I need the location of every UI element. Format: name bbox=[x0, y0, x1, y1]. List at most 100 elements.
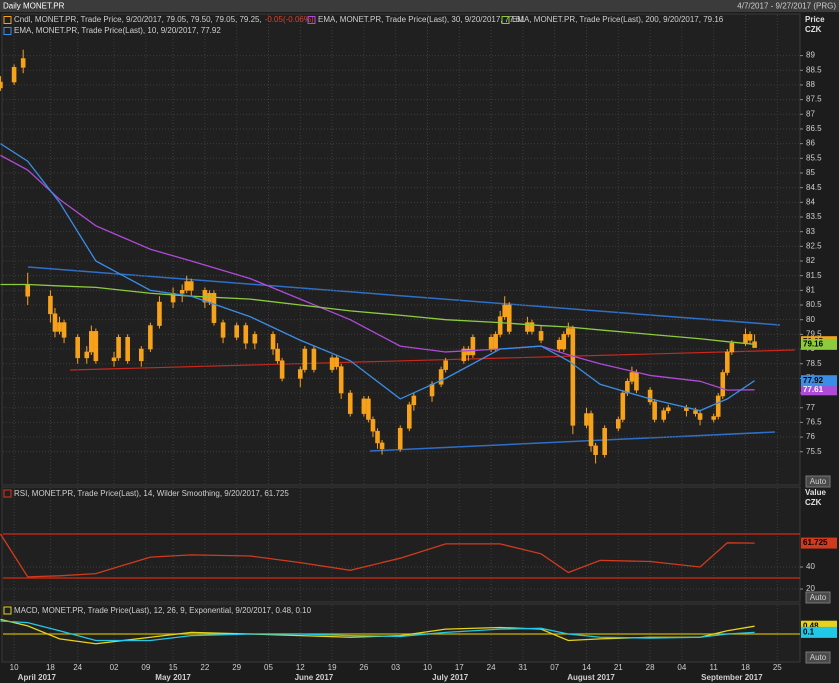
value-tag-label: 77.92 bbox=[803, 376, 824, 385]
legend-icon bbox=[3, 27, 12, 35]
x-tick-label: 02 bbox=[110, 663, 119, 672]
x-tick-label: 14 bbox=[582, 663, 591, 672]
candle-body bbox=[220, 322, 226, 338]
axis-label: CZK bbox=[805, 25, 822, 34]
candle-body bbox=[588, 413, 594, 447]
x-tick-label: 18 bbox=[46, 663, 55, 672]
value-tag bbox=[801, 620, 837, 632]
value-tag-label: 0.1 bbox=[803, 627, 815, 636]
legend-label: MACD, MONET.PR, Trade Price(Last), 12, 2… bbox=[14, 606, 312, 615]
candle-body bbox=[438, 369, 444, 385]
y-tick-label: 85 bbox=[806, 168, 815, 177]
candle-body bbox=[252, 334, 258, 344]
candle-body bbox=[0, 81, 3, 89]
value-tag bbox=[801, 338, 837, 350]
y-tick-label: 88.5 bbox=[806, 65, 822, 74]
y-tick-label: 76 bbox=[806, 432, 815, 441]
auto-button[interactable] bbox=[805, 651, 831, 664]
candle-body bbox=[502, 304, 508, 318]
value-tag-label: 0.48 bbox=[803, 621, 819, 630]
axis-label: Value bbox=[805, 488, 826, 497]
y-tick-label: 40 bbox=[806, 562, 815, 571]
y-tick-label: 84 bbox=[806, 197, 815, 206]
month-label: June 2017 bbox=[295, 673, 334, 682]
candle-body bbox=[729, 342, 735, 353]
candle-body bbox=[297, 369, 303, 379]
auto-button-label[interactable]: Auto bbox=[810, 477, 827, 486]
month-label: September 2017 bbox=[701, 673, 763, 682]
legend-icon bbox=[3, 606, 12, 615]
auto-button[interactable] bbox=[805, 475, 831, 488]
x-tick-label: 05 bbox=[264, 663, 273, 672]
y-tick-label: 82 bbox=[806, 256, 815, 265]
candle-body bbox=[370, 419, 376, 432]
x-tick-label: 31 bbox=[518, 663, 527, 672]
candle-body bbox=[711, 416, 716, 420]
candle-body bbox=[148, 325, 153, 350]
candle-body bbox=[116, 336, 121, 359]
candle-body bbox=[647, 389, 653, 403]
x-tick-label: 07 bbox=[550, 663, 559, 672]
series-line bbox=[0, 620, 755, 642]
candle-body bbox=[556, 339, 562, 350]
auto-button[interactable] bbox=[805, 591, 831, 604]
series-line bbox=[0, 533, 755, 578]
candle-body bbox=[188, 281, 194, 291]
candle-body bbox=[747, 334, 753, 341]
x-tick-label: 11 bbox=[710, 663, 719, 672]
candle-body bbox=[615, 419, 621, 429]
x-tick-label: 25 bbox=[773, 663, 782, 672]
macd-panel bbox=[1, 603, 801, 663]
trend-line bbox=[69, 349, 796, 371]
x-tick-label: 10 bbox=[10, 663, 19, 672]
candle-body bbox=[334, 357, 339, 367]
legend-icon bbox=[3, 16, 12, 24]
auto-button-label[interactable]: Auto bbox=[810, 593, 827, 602]
price-panel bbox=[1, 13, 801, 486]
x-tick-label: 09 bbox=[141, 663, 150, 672]
candle-body bbox=[338, 366, 344, 394]
value-tag bbox=[801, 626, 837, 638]
candle-body bbox=[743, 334, 748, 344]
legend-label: Cndl, MONET.PR, Trade Price, 9/20/2017, … bbox=[14, 15, 262, 24]
candle-body bbox=[125, 336, 130, 362]
x-tick-label: 10 bbox=[423, 663, 432, 672]
candle-body bbox=[366, 398, 371, 420]
series-line bbox=[0, 154, 755, 391]
y-tick-label: 82.5 bbox=[806, 241, 822, 250]
candle-body bbox=[329, 357, 335, 370]
candle-body bbox=[20, 58, 26, 68]
candle-body bbox=[234, 325, 239, 338]
axis-label: CZK bbox=[805, 498, 822, 507]
trend-line bbox=[27, 266, 781, 326]
auto-button-label[interactable]: Auto bbox=[810, 653, 827, 662]
x-tick-label: 15 bbox=[169, 663, 178, 672]
y-tick-label: 81.5 bbox=[806, 271, 822, 280]
candle-body bbox=[179, 290, 185, 294]
candle-body bbox=[61, 322, 67, 338]
candle-body bbox=[157, 301, 162, 326]
month-label: August 2017 bbox=[567, 673, 615, 682]
candle-body bbox=[665, 407, 671, 411]
value-tag-label: 61.725 bbox=[803, 538, 828, 547]
candle-body bbox=[466, 348, 471, 356]
y-tick-label: 81 bbox=[806, 285, 815, 294]
y-tick-label: 83.5 bbox=[806, 212, 822, 221]
y-tick-label: 79.5 bbox=[806, 329, 822, 338]
candle-body bbox=[584, 413, 589, 426]
candle-body bbox=[429, 383, 435, 397]
y-tick-label: 85.5 bbox=[806, 153, 822, 162]
value-tag-label: 77.61 bbox=[803, 385, 824, 394]
candle-body bbox=[725, 351, 730, 373]
y-tick-label: 77 bbox=[806, 403, 815, 412]
candle-body bbox=[111, 357, 117, 362]
candle-body bbox=[211, 292, 217, 323]
plot-layer: 10 18 24 02 09 15 22 29 05 12 19 26 03 10 17 24 31 07 14 21… bbox=[0, 15, 837, 682]
x-tick-label: 18 bbox=[741, 663, 750, 672]
value-tag bbox=[801, 537, 837, 549]
candle-body bbox=[602, 427, 607, 455]
y-tick-label: 86.5 bbox=[806, 124, 822, 133]
candle-body bbox=[629, 372, 635, 382]
